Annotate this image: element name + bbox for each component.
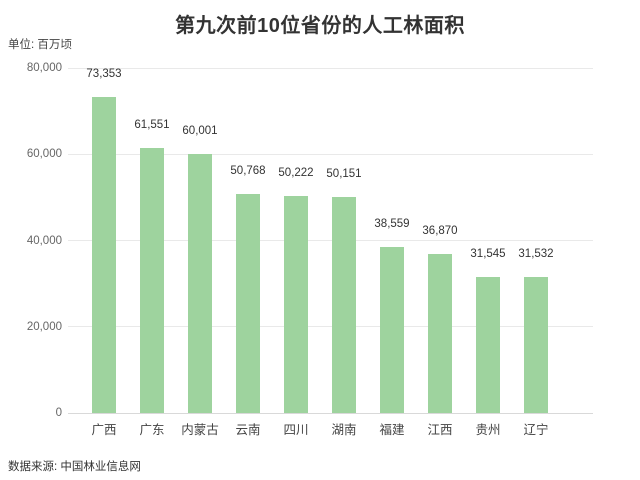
bar bbox=[92, 96, 116, 413]
gridline bbox=[68, 412, 593, 414]
bar-value-label: 61,551 bbox=[134, 118, 170, 131]
bar-value-label: 36,870 bbox=[422, 224, 458, 237]
gridline bbox=[68, 153, 593, 155]
bar-value-label: 50,768 bbox=[230, 165, 266, 178]
y-tick-label: 20,000 bbox=[26, 320, 62, 333]
x-axis-label: 福建 bbox=[379, 423, 405, 437]
x-axis-label: 辽宁 bbox=[523, 423, 549, 437]
unit-label: 单位: 百万顷 bbox=[8, 39, 72, 51]
bar bbox=[476, 276, 500, 413]
bar bbox=[140, 147, 164, 413]
bar-value-label: 60,001 bbox=[182, 125, 218, 138]
plot-area: 0 20,000 40,000 60,000 80,000 73,353 广西 61,551 广… bbox=[27, 62, 593, 437]
x-axis-label: 广西 bbox=[91, 423, 117, 437]
bar bbox=[284, 196, 308, 413]
data-source: 数据来源: 中国林业信息网 bbox=[8, 461, 141, 473]
bar-value-label: 38,559 bbox=[374, 217, 410, 230]
x-axis-label: 贵州 bbox=[475, 423, 501, 437]
y-tick-label: 60,000 bbox=[26, 148, 62, 161]
gridline bbox=[68, 67, 593, 69]
x-axis-label: 湖南 bbox=[331, 423, 357, 437]
bar bbox=[332, 196, 356, 413]
bar bbox=[380, 246, 404, 413]
bar-value-label: 50,151 bbox=[326, 167, 362, 180]
bar bbox=[236, 194, 260, 413]
bar-value-label: 50,222 bbox=[278, 167, 314, 180]
y-tick-label: 0 bbox=[55, 407, 62, 419]
gridline bbox=[68, 326, 593, 328]
x-axis-label: 云南 bbox=[235, 423, 261, 437]
gridline bbox=[68, 240, 593, 241]
bar bbox=[524, 277, 548, 413]
bar bbox=[188, 154, 212, 413]
x-axis-label: 广东 bbox=[139, 423, 165, 437]
x-axis-label: 内蒙古 bbox=[181, 423, 219, 437]
chart-title: 第九次前10位省份的人工林面积 bbox=[175, 15, 465, 37]
y-tick-label: 80,000 bbox=[26, 62, 62, 74]
y-tick-label: 40,000 bbox=[26, 234, 62, 247]
bar bbox=[428, 254, 452, 413]
bar-value-label: 31,532 bbox=[518, 248, 554, 261]
x-axis-label: 江西 bbox=[427, 423, 453, 437]
bar-value-label: 73,353 bbox=[86, 67, 122, 80]
x-axis-label: 四川 bbox=[283, 423, 309, 437]
bar-value-label: 31,545 bbox=[470, 247, 506, 260]
